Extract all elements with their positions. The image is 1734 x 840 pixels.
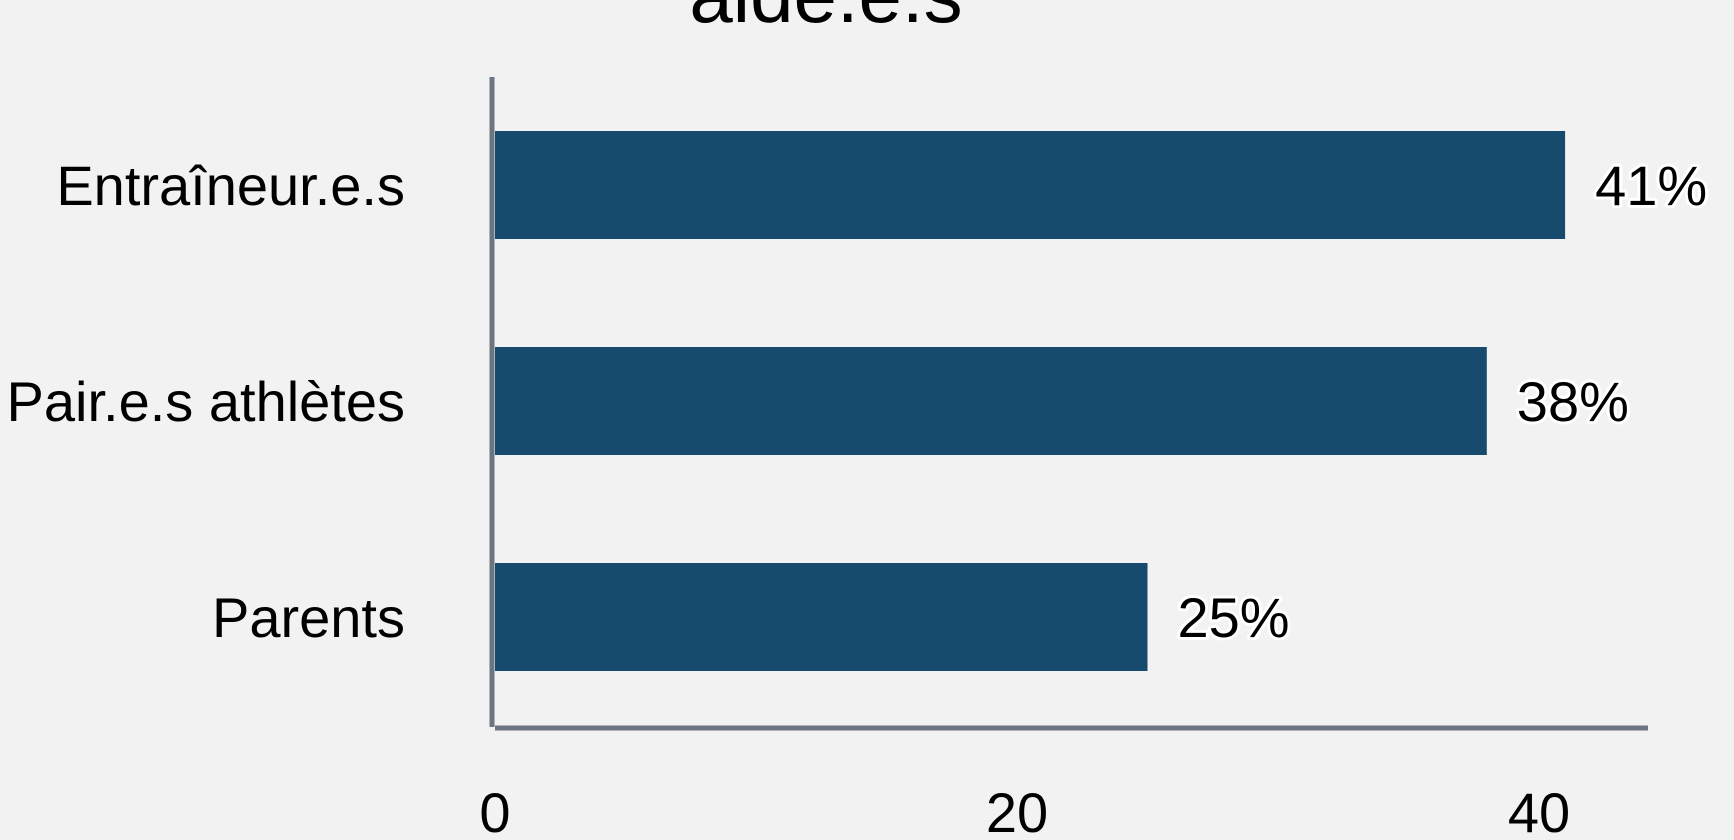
category-label-parents: Parents (212, 586, 405, 649)
x-tick-label-20: 20 (986, 781, 1048, 840)
category-label-entra-neur-e-s: Entraîneur.e.s (56, 154, 405, 217)
data-label-parents: 25% (1178, 586, 1290, 649)
labels-group: Entraîneur.e.s 41% Pair.e.s athlètes 38% Par… (7, 151, 1711, 840)
x-tick-label-0: 0 (479, 781, 510, 840)
data-label-pair-e-s-athl-tes: 38% (1517, 370, 1629, 433)
bars-group (495, 131, 1566, 671)
axes-group (489, 77, 1648, 731)
x-tick-label-40: 40 (1508, 781, 1570, 840)
bar-entra-neur-e-s (495, 131, 1566, 239)
bar-parents (495, 563, 1148, 671)
bar-pair-e-s-athl-tes (495, 347, 1487, 455)
data-label-entra-neur-e-s: 41% (1595, 154, 1707, 217)
chart-title: aidé.e.s (689, 0, 962, 39)
category-label-pair-e-s-athl-tes: Pair.e.s athlètes (7, 370, 405, 433)
